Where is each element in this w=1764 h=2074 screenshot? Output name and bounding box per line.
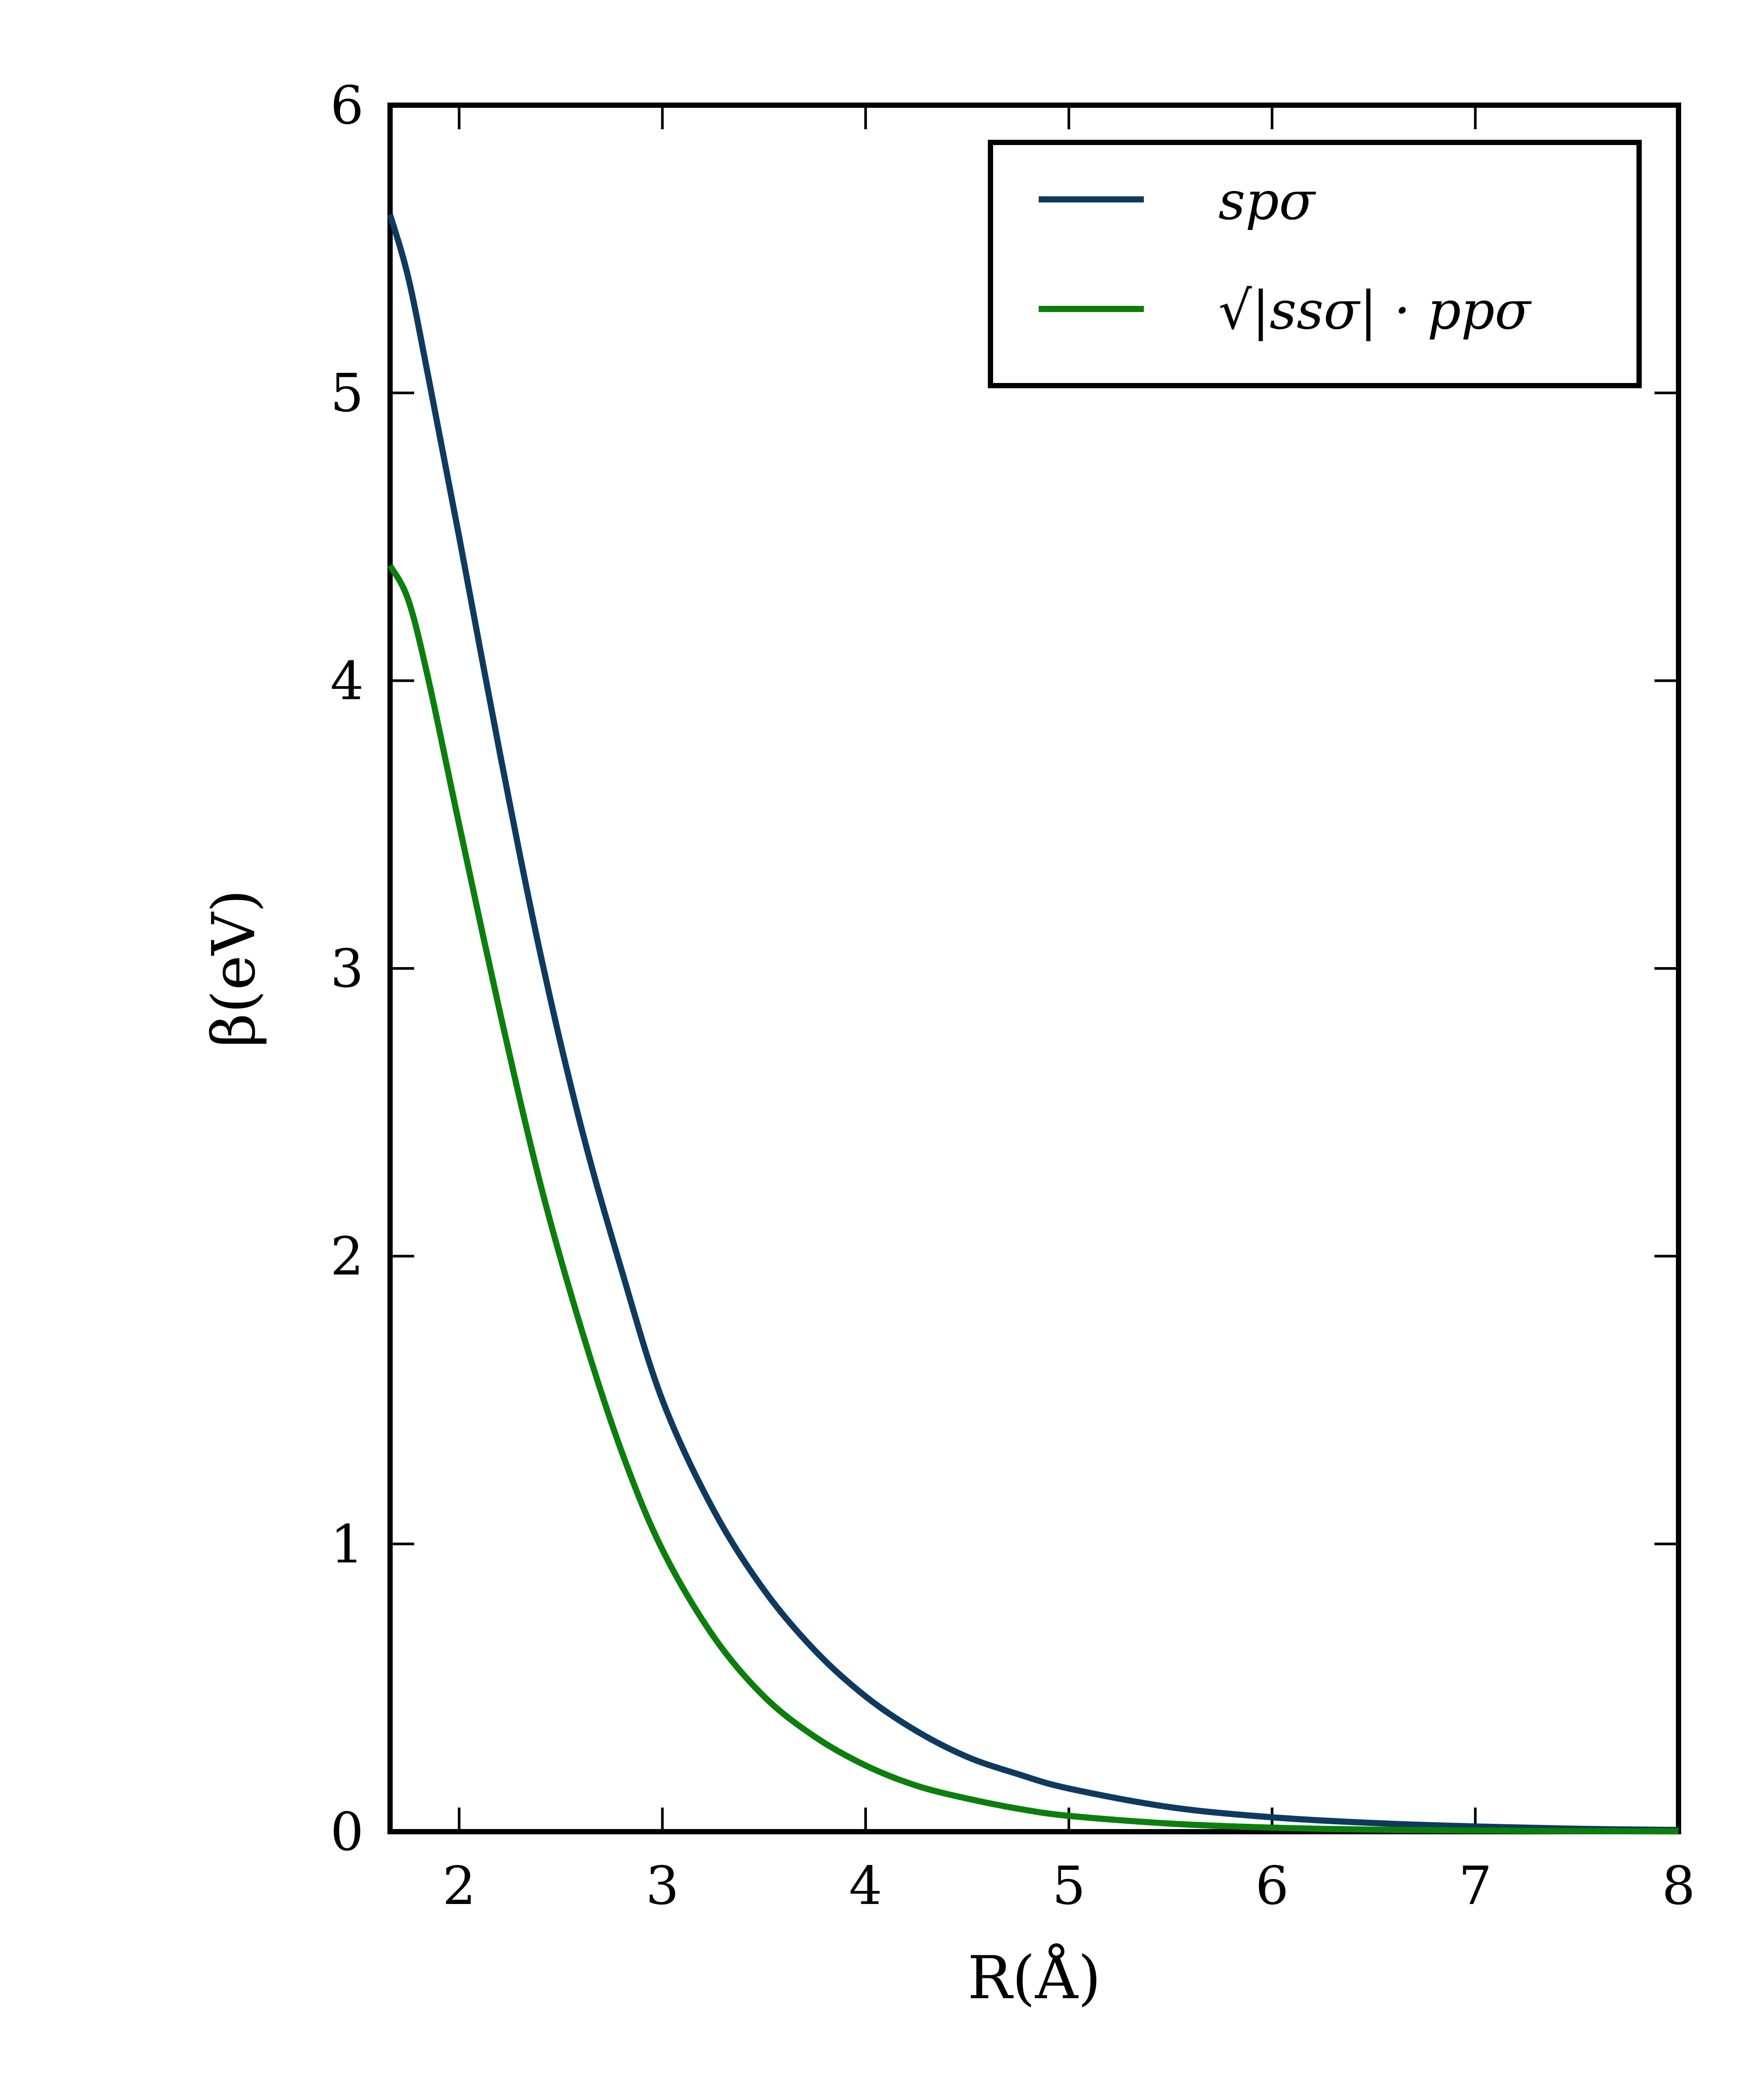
x-tick-label: 3 <box>646 1856 679 1917</box>
y-tick-label: 6 <box>330 75 364 136</box>
series-line-0 <box>387 213 1679 1833</box>
x-tick-label: 2 <box>442 1856 476 1917</box>
x-tick-label: 7 <box>1459 1856 1492 1917</box>
y-tick-label: 1 <box>330 1514 364 1575</box>
series-layer <box>387 213 1679 1835</box>
x-tick-label: 4 <box>849 1856 882 1917</box>
legend-label-0: spσ <box>1218 171 1316 232</box>
y-tick-label: 3 <box>330 939 364 1000</box>
legend-label-1: √|ssσ| · ppσ <box>1218 280 1532 341</box>
y-axis-label: β(eV) <box>199 890 268 1048</box>
y-tick-label: 2 <box>330 1227 364 1287</box>
series-line-1 <box>387 564 1679 1835</box>
x-axis-label: R(Å) <box>968 1943 1101 2012</box>
y-tick-label: 4 <box>330 651 364 712</box>
axis-ticks: 2 3 4 5 6 7 8 0 1 2 3 4 5 6 <box>330 75 1696 1917</box>
x-tick-label: 5 <box>1052 1856 1086 1917</box>
legend: spσ √|ssσ| · ppσ <box>988 140 1642 388</box>
x-tick-label: 6 <box>1255 1856 1288 1917</box>
x-tick-label: 8 <box>1662 1856 1695 1917</box>
legend-box <box>988 140 1642 388</box>
y-tick-label: 0 <box>330 1802 364 1863</box>
y-tick-label: 5 <box>330 363 364 424</box>
